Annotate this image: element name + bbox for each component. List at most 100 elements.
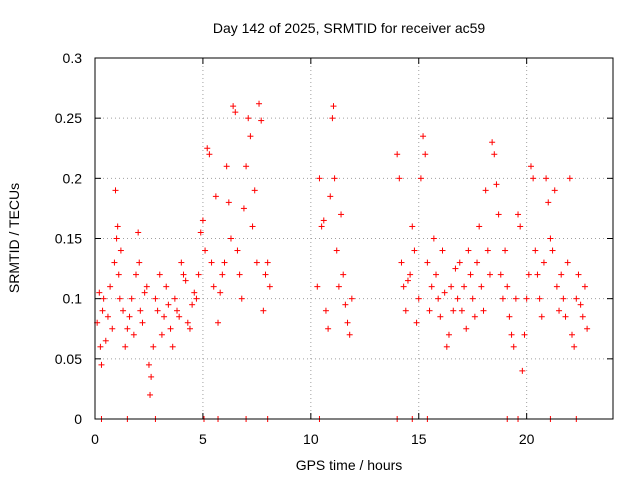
- data-point: [398, 259, 405, 266]
- data-point: [430, 235, 437, 242]
- data-point: [215, 319, 222, 326]
- data-point: [465, 247, 472, 254]
- data-point: [133, 271, 140, 278]
- data-point: [545, 199, 552, 206]
- data-point: [428, 283, 435, 290]
- data-point: [327, 193, 334, 200]
- data-point: [452, 265, 459, 272]
- data-point: [521, 331, 528, 338]
- data-point: [549, 247, 556, 254]
- data-point: [532, 247, 539, 254]
- data-point: [258, 117, 265, 124]
- data-point: [137, 307, 144, 314]
- data-point: [538, 313, 545, 320]
- data-point: [344, 319, 351, 326]
- data-point: [120, 307, 127, 314]
- data-point: [197, 229, 204, 236]
- data-point: [420, 133, 427, 140]
- data-point: [163, 283, 170, 290]
- x-tick-labels: 0 5 10 15 20: [91, 431, 535, 447]
- data-point: [443, 343, 450, 350]
- data-point: [208, 259, 215, 266]
- data-point: [227, 235, 234, 242]
- data-point: [236, 271, 243, 278]
- data-point: [314, 283, 321, 290]
- data-point: [422, 151, 429, 158]
- data-point: [506, 313, 513, 320]
- data-point: [104, 313, 111, 320]
- data-point: [262, 271, 269, 278]
- data-point: [112, 187, 119, 194]
- data-point: [109, 325, 116, 332]
- x-tick-label: 10: [303, 431, 319, 447]
- data-point: [113, 235, 120, 242]
- data-point: [471, 313, 478, 320]
- data-point: [495, 211, 502, 218]
- data-point: [435, 295, 442, 302]
- data-point: [335, 283, 342, 290]
- data-point: [245, 115, 252, 122]
- data-point: [568, 331, 575, 338]
- data-point: [251, 187, 258, 194]
- data-point: [102, 337, 109, 344]
- data-point: [191, 289, 198, 296]
- data-point: [322, 307, 329, 314]
- data-point: [124, 325, 131, 332]
- data-point: [486, 271, 493, 278]
- data-point: [100, 295, 107, 302]
- data-point: [225, 199, 232, 206]
- data-point: [573, 295, 580, 302]
- x-tick-label: 5: [199, 431, 207, 447]
- y-axis-label: SRMTID / TECUs: [6, 183, 22, 293]
- chart-title: Day 142 of 2025, SRMTID for receiver ac5…: [213, 20, 486, 36]
- data-point: [145, 361, 152, 368]
- data-point: [234, 247, 241, 254]
- data-point: [551, 187, 558, 194]
- data-point: [230, 103, 237, 110]
- data-point: [219, 271, 226, 278]
- data-point: [523, 295, 530, 302]
- data-point: [141, 289, 148, 296]
- y-tick-labels: 0 0.05 0.1 0.15 0.2 0.25 0.3: [55, 50, 82, 427]
- data-point: [318, 223, 325, 230]
- data-point: [111, 259, 118, 266]
- data-point: [547, 235, 554, 242]
- axis-ticks: [94, 57, 613, 420]
- data-point: [139, 319, 146, 326]
- data-point: [499, 295, 506, 302]
- data-point: [116, 295, 123, 302]
- data-point: [454, 295, 461, 302]
- data-point: [325, 325, 332, 332]
- y-tick-label: 0.3: [63, 50, 83, 66]
- x-tick-label: 0: [91, 431, 99, 447]
- data-point: [493, 181, 500, 188]
- data-point: [154, 307, 161, 314]
- data-point: [331, 175, 338, 182]
- data-point: [243, 163, 250, 170]
- x-axis-label: GPS time / hours: [296, 457, 403, 473]
- data-point: [169, 343, 176, 350]
- y-tick-label: 0.25: [55, 110, 82, 126]
- data-point: [564, 259, 571, 266]
- data-point: [426, 307, 433, 314]
- data-point: [437, 313, 444, 320]
- y-tick-label: 0: [74, 411, 82, 427]
- data-point: [346, 331, 353, 338]
- data-point: [525, 271, 532, 278]
- data-point: [553, 283, 560, 290]
- data-point: [474, 259, 481, 266]
- data-point: [458, 307, 465, 314]
- data-point: [394, 151, 401, 158]
- data-point: [107, 283, 114, 290]
- data-point: [240, 205, 247, 212]
- data-point: [510, 343, 517, 350]
- data-point: [478, 283, 485, 290]
- data-point: [232, 109, 239, 116]
- data-point: [415, 295, 422, 302]
- data-point: [400, 283, 407, 290]
- data-point: [402, 307, 409, 314]
- y-tick-label: 0.2: [63, 170, 83, 186]
- data-point: [512, 295, 519, 302]
- data-point: [413, 319, 420, 326]
